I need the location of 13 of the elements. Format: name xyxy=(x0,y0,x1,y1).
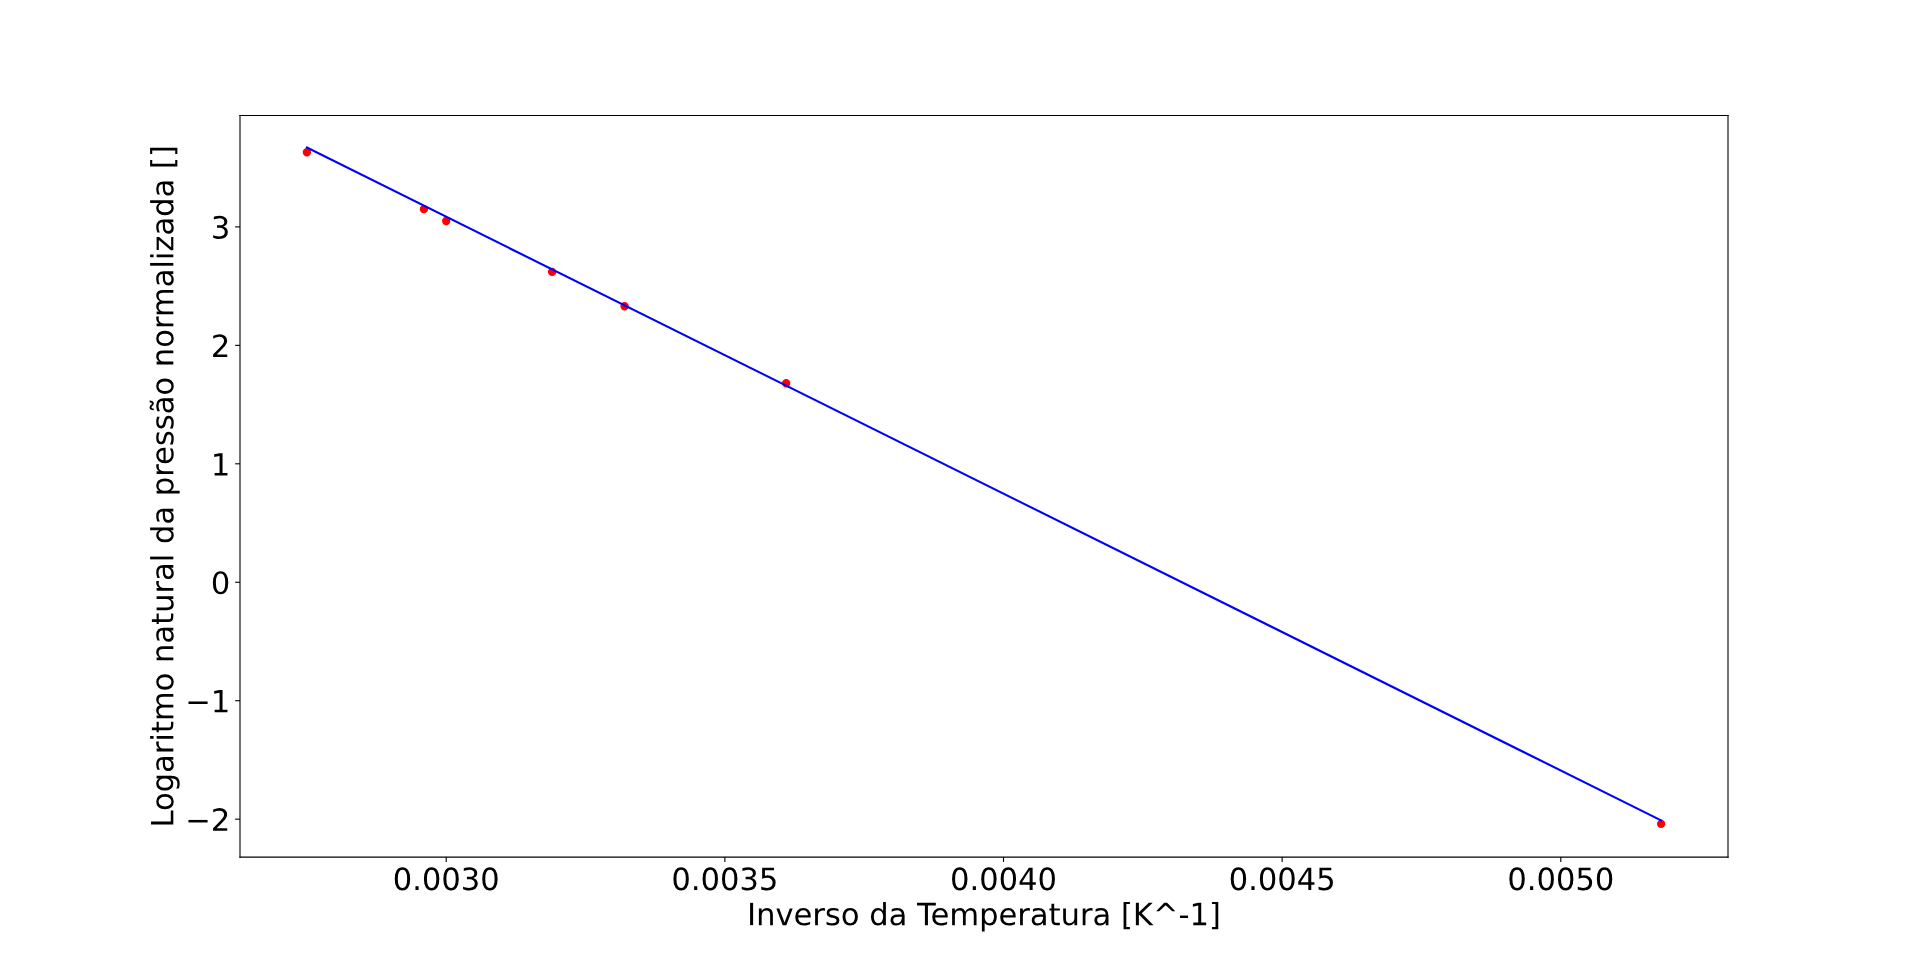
y-tick-label: −2 xyxy=(188,808,228,831)
y-axis-title: Logaritmo natural da pressão normalizada [] xyxy=(149,147,180,825)
y-tick-label: 1 xyxy=(214,453,228,476)
y-tick-label: 3 xyxy=(213,215,228,239)
x-tick-label: 0.0045 xyxy=(1230,867,1333,891)
y-tick-label: −1 xyxy=(188,690,228,713)
x-axis-title: Inverso da Temperatura [K^-1] xyxy=(750,901,1219,932)
x-tick-label: 0.0050 xyxy=(1509,867,1613,891)
x-tick-label: 0.0030 xyxy=(394,867,498,891)
y-tick-label: 2 xyxy=(213,334,228,357)
y-tick-label: 0 xyxy=(212,571,229,595)
x-tick-label: 0.0040 xyxy=(952,867,1055,891)
x-tick-label: 0.0035 xyxy=(673,867,776,891)
